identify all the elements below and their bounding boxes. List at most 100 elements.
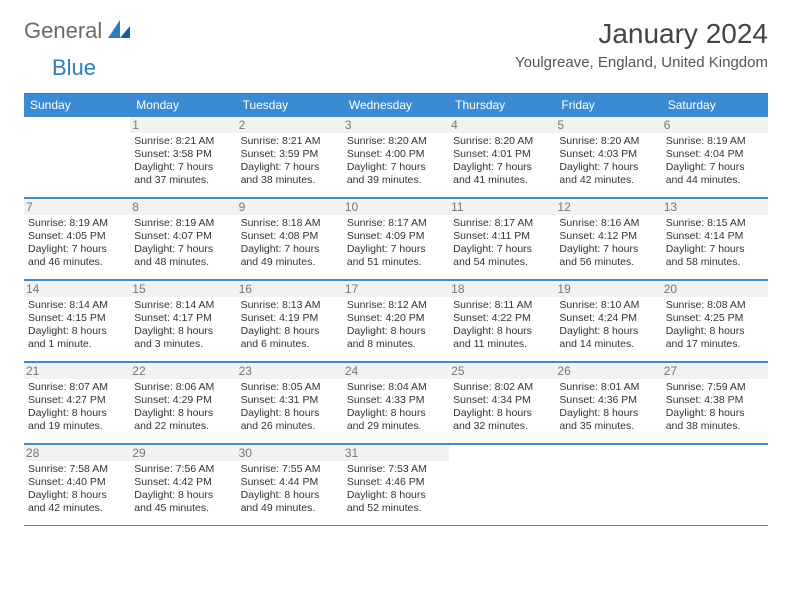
day-info-line: and 8 minutes. xyxy=(347,338,445,351)
day-info-line: Daylight: 8 hours xyxy=(28,325,126,338)
day-info-line: Sunset: 4:00 PM xyxy=(347,148,445,161)
day-info-line: Sunset: 4:42 PM xyxy=(134,476,232,489)
day-number: 27 xyxy=(662,363,768,379)
day-number: 23 xyxy=(237,363,343,379)
day-info-line: Sunset: 4:12 PM xyxy=(559,230,657,243)
day-info-line: Sunrise: 8:17 AM xyxy=(453,217,551,230)
day-info-line: and 6 minutes. xyxy=(241,338,339,351)
day-info-line: Daylight: 8 hours xyxy=(347,407,445,420)
day-info-line: and 52 minutes. xyxy=(347,502,445,515)
day-info-line: and 49 minutes. xyxy=(241,256,339,269)
day-info-line: and 32 minutes. xyxy=(453,420,551,433)
day-info-line: and 51 minutes. xyxy=(347,256,445,269)
calendar-cell: 11Sunrise: 8:17 AMSunset: 4:11 PMDayligh… xyxy=(449,198,555,280)
day-number: 2 xyxy=(237,117,343,133)
day-info-line: Sunset: 4:15 PM xyxy=(28,312,126,325)
day-info-line: Daylight: 7 hours xyxy=(666,243,764,256)
day-info-line: Sunset: 4:20 PM xyxy=(347,312,445,325)
day-number: 17 xyxy=(343,281,449,297)
calendar-cell: 13Sunrise: 8:15 AMSunset: 4:14 PMDayligh… xyxy=(662,198,768,280)
location-text: Youlgreave, England, United Kingdom xyxy=(515,54,768,71)
title-block: January 2024 Youlgreave, England, United… xyxy=(515,18,768,71)
day-info-line: Sunrise: 8:20 AM xyxy=(453,135,551,148)
day-info-line: Sunset: 4:17 PM xyxy=(134,312,232,325)
day-info-line: Sunrise: 8:13 AM xyxy=(241,299,339,312)
calendar-cell-empty xyxy=(449,444,555,526)
day-number: 28 xyxy=(24,445,130,461)
day-number: 18 xyxy=(449,281,555,297)
day-info-line: Sunset: 4:14 PM xyxy=(666,230,764,243)
calendar-cell: 27Sunrise: 7:59 AMSunset: 4:38 PMDayligh… xyxy=(662,362,768,444)
calendar-cell: 22Sunrise: 8:06 AMSunset: 4:29 PMDayligh… xyxy=(130,362,236,444)
day-number: 8 xyxy=(130,199,236,215)
calendar-cell: 12Sunrise: 8:16 AMSunset: 4:12 PMDayligh… xyxy=(555,198,661,280)
calendar-cell: 15Sunrise: 8:14 AMSunset: 4:17 PMDayligh… xyxy=(130,280,236,362)
day-info-line: Daylight: 7 hours xyxy=(134,243,232,256)
day-header: Wednesday xyxy=(343,94,449,116)
day-number: 4 xyxy=(449,117,555,133)
day-info-line: Sunset: 4:19 PM xyxy=(241,312,339,325)
calendar-cell-empty xyxy=(662,444,768,526)
day-info-line: Sunrise: 8:21 AM xyxy=(134,135,232,148)
calendar-cell: 25Sunrise: 8:02 AMSunset: 4:34 PMDayligh… xyxy=(449,362,555,444)
day-number: 10 xyxy=(343,199,449,215)
day-info-line: Daylight: 8 hours xyxy=(666,325,764,338)
day-info-line: and 39 minutes. xyxy=(347,174,445,187)
day-number: 21 xyxy=(24,363,130,379)
calendar-cell: 10Sunrise: 8:17 AMSunset: 4:09 PMDayligh… xyxy=(343,198,449,280)
day-info-line: and 46 minutes. xyxy=(28,256,126,269)
day-info-line: and 42 minutes. xyxy=(28,502,126,515)
day-info-line: Sunrise: 8:20 AM xyxy=(559,135,657,148)
day-info-line: Sunset: 4:25 PM xyxy=(666,312,764,325)
day-info-line: Sunset: 4:33 PM xyxy=(347,394,445,407)
day-info-line: Sunset: 4:46 PM xyxy=(347,476,445,489)
calendar-cell: 5Sunrise: 8:20 AMSunset: 4:03 PMDaylight… xyxy=(555,116,661,198)
day-info-line: Sunrise: 8:18 AM xyxy=(241,217,339,230)
day-info-line: Daylight: 7 hours xyxy=(28,243,126,256)
day-info-line: Sunset: 4:44 PM xyxy=(241,476,339,489)
day-info-line: Sunrise: 8:04 AM xyxy=(347,381,445,394)
day-info-line: Sunrise: 8:02 AM xyxy=(453,381,551,394)
day-info-line: and 54 minutes. xyxy=(453,256,551,269)
day-info-line: and 17 minutes. xyxy=(666,338,764,351)
calendar-cell: 3Sunrise: 8:20 AMSunset: 4:00 PMDaylight… xyxy=(343,116,449,198)
calendar-cell: 1Sunrise: 8:21 AMSunset: 3:58 PMDaylight… xyxy=(130,116,236,198)
day-info-line: Daylight: 8 hours xyxy=(28,407,126,420)
calendar-cell: 21Sunrise: 8:07 AMSunset: 4:27 PMDayligh… xyxy=(24,362,130,444)
day-info-line: Daylight: 8 hours xyxy=(347,325,445,338)
day-info-line: Sunrise: 7:56 AM xyxy=(134,463,232,476)
day-info-line: Daylight: 8 hours xyxy=(347,489,445,502)
day-number: 11 xyxy=(449,199,555,215)
day-header: Friday xyxy=(555,94,661,116)
day-info-line: and 1 minute. xyxy=(28,338,126,351)
calendar-cell: 19Sunrise: 8:10 AMSunset: 4:24 PMDayligh… xyxy=(555,280,661,362)
day-info-line: Sunrise: 7:55 AM xyxy=(241,463,339,476)
day-info-line: Sunset: 3:59 PM xyxy=(241,148,339,161)
calendar-cell: 4Sunrise: 8:20 AMSunset: 4:01 PMDaylight… xyxy=(449,116,555,198)
day-number: 20 xyxy=(662,281,768,297)
day-number: 13 xyxy=(662,199,768,215)
day-number: 24 xyxy=(343,363,449,379)
logo-text-blue: Blue xyxy=(52,55,96,81)
day-info-line: Sunrise: 8:08 AM xyxy=(666,299,764,312)
day-header: Saturday xyxy=(662,94,768,116)
calendar-cell: 7Sunrise: 8:19 AMSunset: 4:05 PMDaylight… xyxy=(24,198,130,280)
day-info-line: and 58 minutes. xyxy=(666,256,764,269)
day-info-line: Daylight: 7 hours xyxy=(134,161,232,174)
day-info-line: and 56 minutes. xyxy=(559,256,657,269)
day-info-line: Sunset: 4:01 PM xyxy=(453,148,551,161)
day-info-line: and 49 minutes. xyxy=(241,502,339,515)
day-info-line: Daylight: 7 hours xyxy=(453,243,551,256)
day-info-line: and 29 minutes. xyxy=(347,420,445,433)
day-number: 5 xyxy=(555,117,661,133)
day-info-line: Sunrise: 8:14 AM xyxy=(28,299,126,312)
day-info-line: Sunset: 4:34 PM xyxy=(453,394,551,407)
day-info-line: Daylight: 8 hours xyxy=(134,325,232,338)
calendar-cell: 31Sunrise: 7:53 AMSunset: 4:46 PMDayligh… xyxy=(343,444,449,526)
day-info-line: Daylight: 7 hours xyxy=(241,161,339,174)
day-info-line: Sunrise: 8:07 AM xyxy=(28,381,126,394)
day-info-line: Daylight: 8 hours xyxy=(666,407,764,420)
day-info-line: Sunrise: 8:16 AM xyxy=(559,217,657,230)
day-info-line: Daylight: 8 hours xyxy=(241,407,339,420)
day-info-line: Sunrise: 8:06 AM xyxy=(134,381,232,394)
